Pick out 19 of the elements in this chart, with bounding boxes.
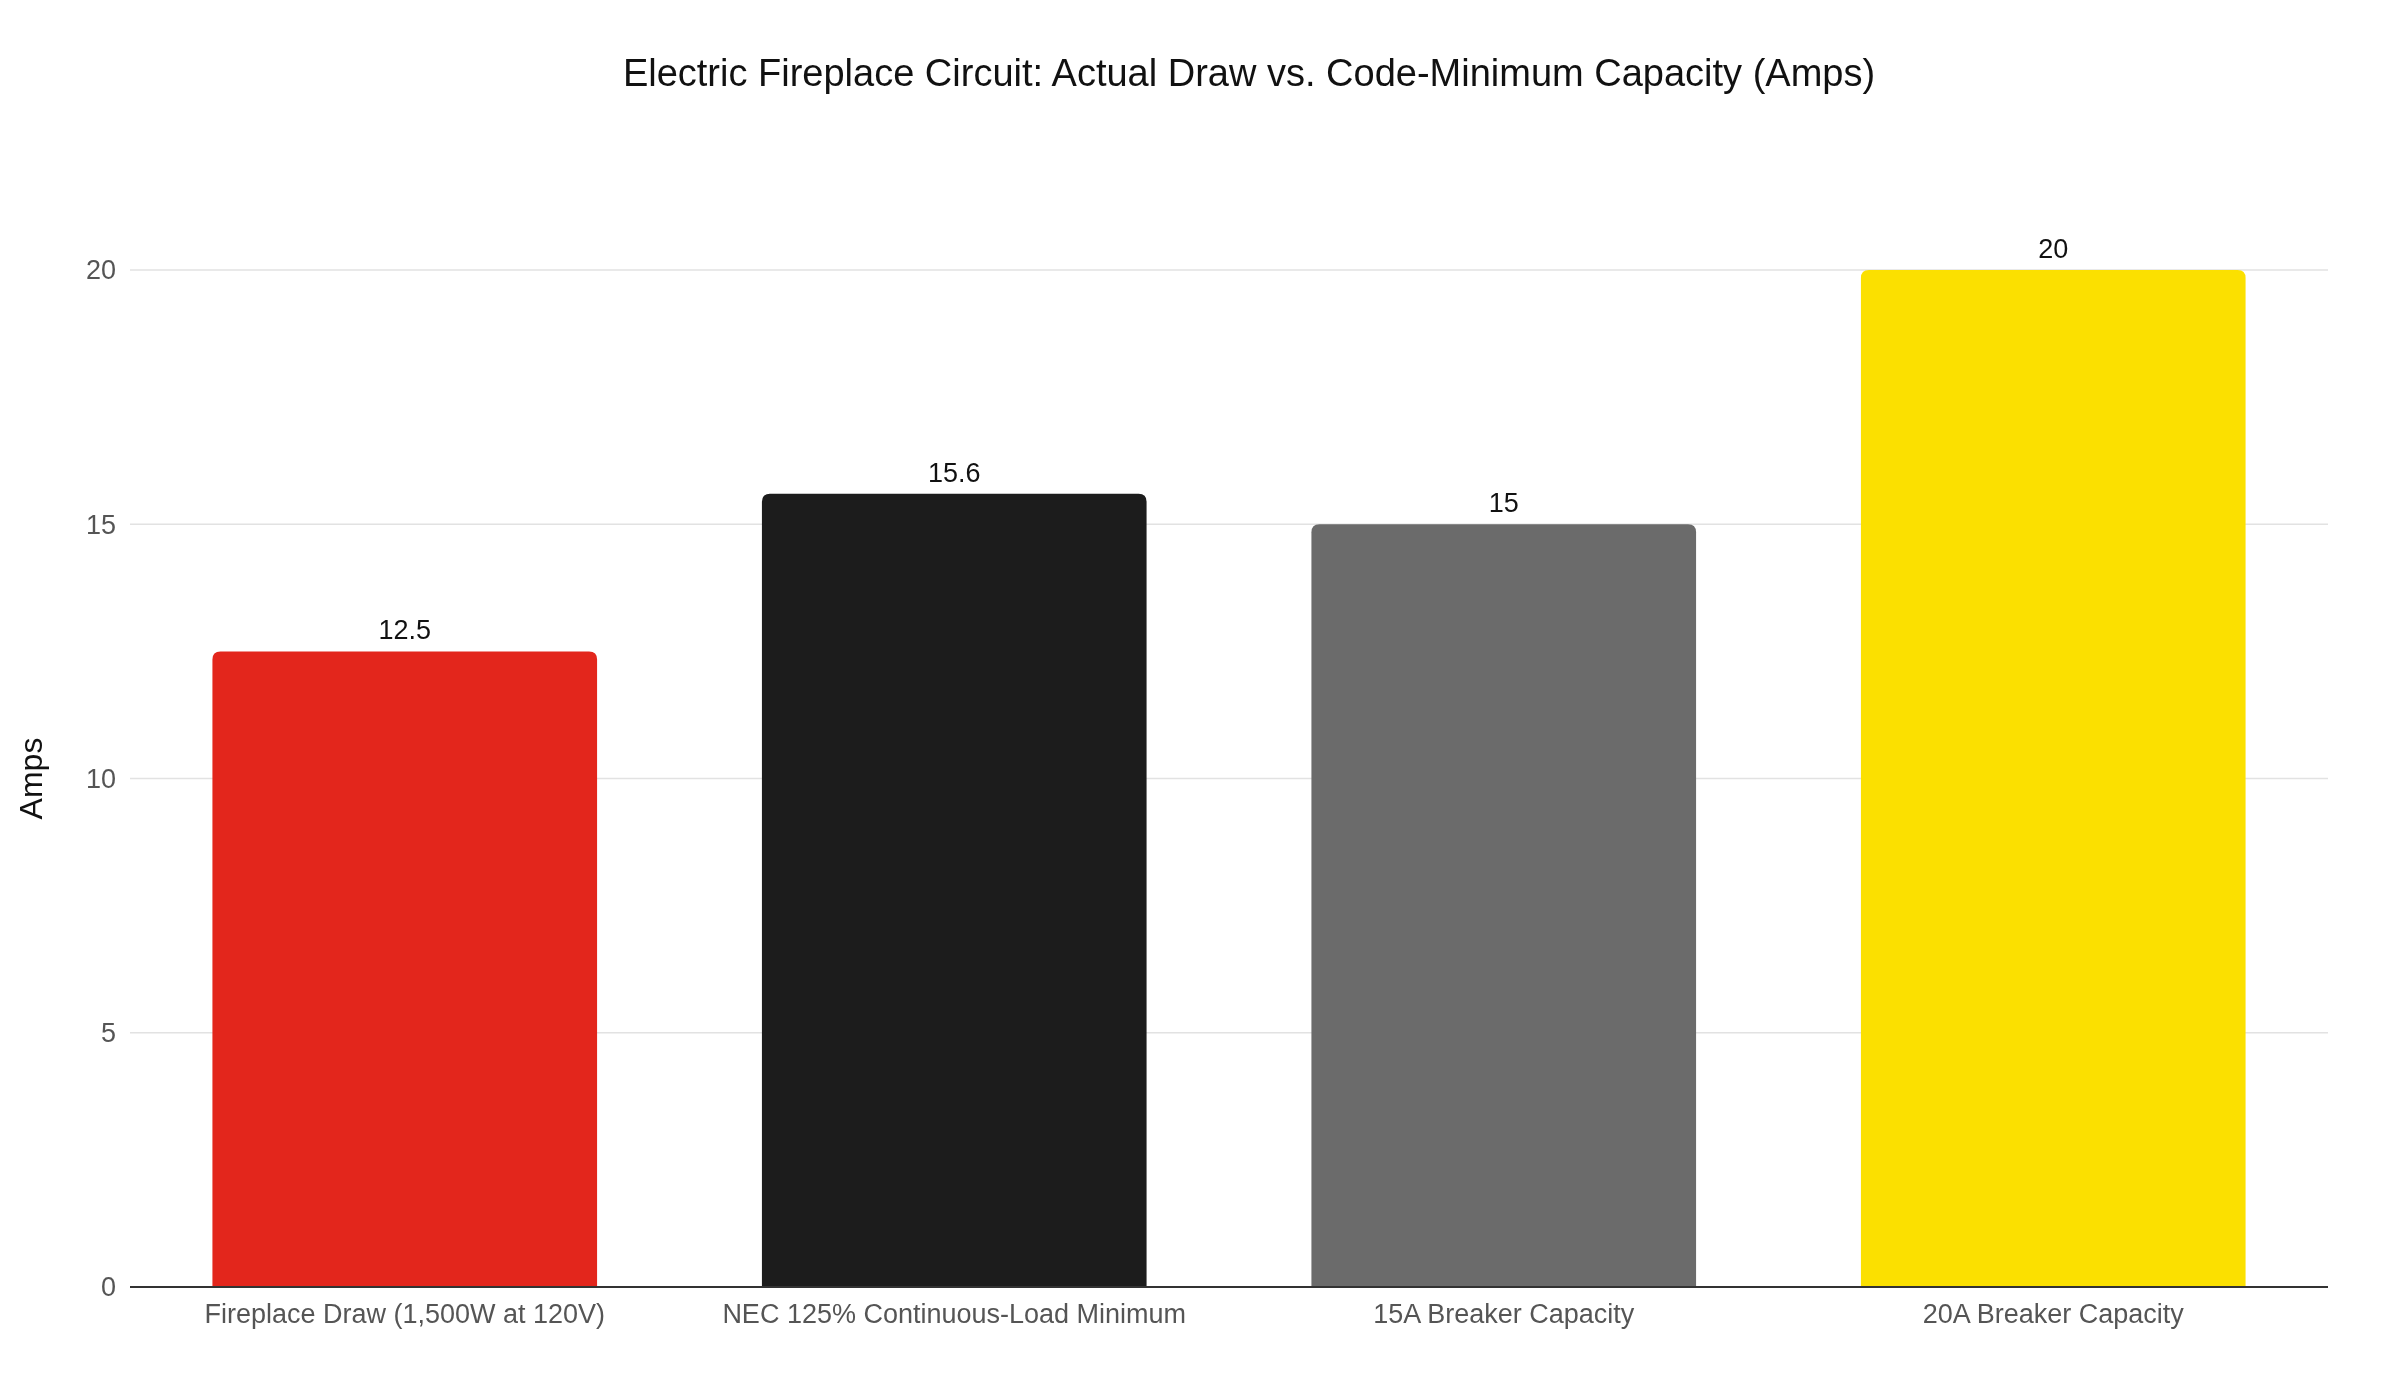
data-label: 15: [1488, 488, 1519, 519]
x-tick-label: 20A Breaker Capacity: [1922, 1299, 2185, 1329]
bar: [1311, 524, 1697, 1287]
y-axis-title: Amps: [13, 737, 49, 820]
bar: [1860, 270, 2246, 1287]
bar: [761, 493, 1147, 1287]
chart-title: Electric Fireplace Circuit: Actual Draw vs. Code-Minimum Capacity (Amps): [622, 52, 1876, 94]
bar: [212, 651, 598, 1287]
x-tick-label: NEC 125% Continuous-Load Minimum: [722, 1299, 1187, 1329]
x-tick-label: 15A Breaker Capacity: [1373, 1299, 1635, 1329]
x-tick-label: Fireplace Draw (1,500W at 120V): [204, 1299, 606, 1329]
data-label: 20: [2038, 234, 2069, 264]
y-tick-label: 0: [100, 1272, 116, 1303]
data-label: 15.6: [927, 457, 981, 488]
y-tick-label: 5: [100, 1018, 116, 1049]
y-tick-label: 15: [85, 509, 116, 540]
y-tick-label: 20: [85, 255, 116, 286]
y-tick-label: 10: [85, 763, 116, 794]
data-label: 12.5: [378, 615, 432, 646]
